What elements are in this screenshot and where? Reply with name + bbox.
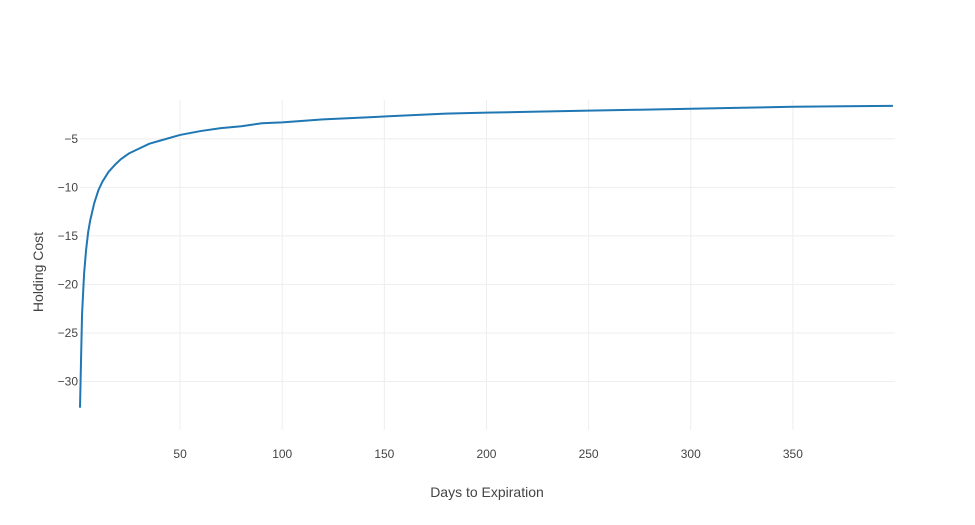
- holding-cost-line: [79, 104, 893, 408]
- tick-labels: 50 100 150 200 250 300 350 −5 −10 −15 −20 −25 −30: [58, 132, 804, 461]
- y-tick-label: −5: [64, 132, 78, 146]
- y-axis-title: Holding Cost: [30, 232, 46, 312]
- x-tick-label: 50: [173, 447, 187, 461]
- x-tick-label: 150: [374, 447, 394, 461]
- y-tick-label: −20: [58, 277, 79, 291]
- x-tick-label: 300: [681, 447, 701, 461]
- x-tick-label: 100: [272, 447, 292, 461]
- y-tick-label: −15: [58, 229, 79, 243]
- y-tick-label: −10: [58, 180, 79, 194]
- x-tick-label: 350: [783, 447, 803, 461]
- x-tick-label: 250: [579, 447, 599, 461]
- x-tick-label: 200: [476, 447, 496, 461]
- y-tick-label: −30: [58, 374, 79, 388]
- grid-lines: [80, 100, 895, 430]
- series-layer: [79, 104, 893, 408]
- x-axis-title: Days to Expiration: [430, 484, 544, 500]
- y-tick-label: −25: [58, 326, 79, 340]
